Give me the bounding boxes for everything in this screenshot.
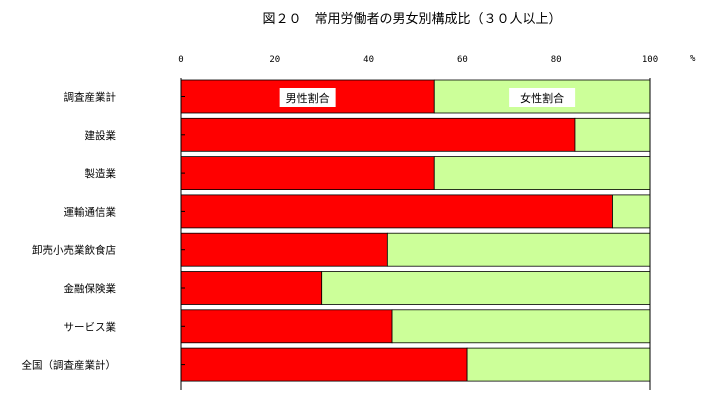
bar-male: [180, 309, 393, 344]
bar-male: [180, 156, 435, 191]
series-label-female: 女性割合: [520, 91, 564, 105]
category-label: サービス業: [64, 320, 117, 333]
x-tick-label: 80: [551, 55, 562, 65]
bar-female: [391, 309, 651, 344]
bar-male: [180, 271, 323, 305]
bar-female: [321, 271, 651, 305]
bar-female: [433, 156, 651, 191]
category-label: 製造業: [85, 167, 117, 180]
bar-male: [180, 347, 468, 382]
chart-title: 図２０ 常用労働者の男女別構成比（３０人以上）: [262, 11, 561, 27]
series-label-male: 男性割合: [286, 91, 330, 105]
category-label: 建設業: [85, 129, 117, 142]
category-label: 卸売小売業飲食店: [32, 244, 116, 257]
x-tick-label: 40: [363, 55, 374, 65]
bar-female: [466, 347, 651, 382]
bar-male: [180, 232, 388, 267]
bar-male: [180, 117, 576, 152]
category-label: 運輸通信業: [64, 205, 117, 218]
bar-female: [574, 117, 651, 152]
x-tick-label: 0: [178, 55, 183, 65]
x-tick-label: 100: [642, 55, 658, 65]
series-label-box: [279, 88, 336, 107]
category-label: 調査産業計: [64, 91, 117, 104]
x-axis-unit: %: [690, 54, 696, 64]
series-label-box: [509, 88, 576, 107]
bar-male: [180, 194, 613, 229]
category-label: 全国（調査産業計）: [22, 359, 117, 372]
bar-female: [386, 232, 651, 267]
category-label: 金融保険業: [64, 282, 117, 295]
x-tick-label: 20: [269, 55, 280, 65]
bar-female: [612, 194, 651, 229]
x-tick-label: 60: [457, 55, 468, 65]
